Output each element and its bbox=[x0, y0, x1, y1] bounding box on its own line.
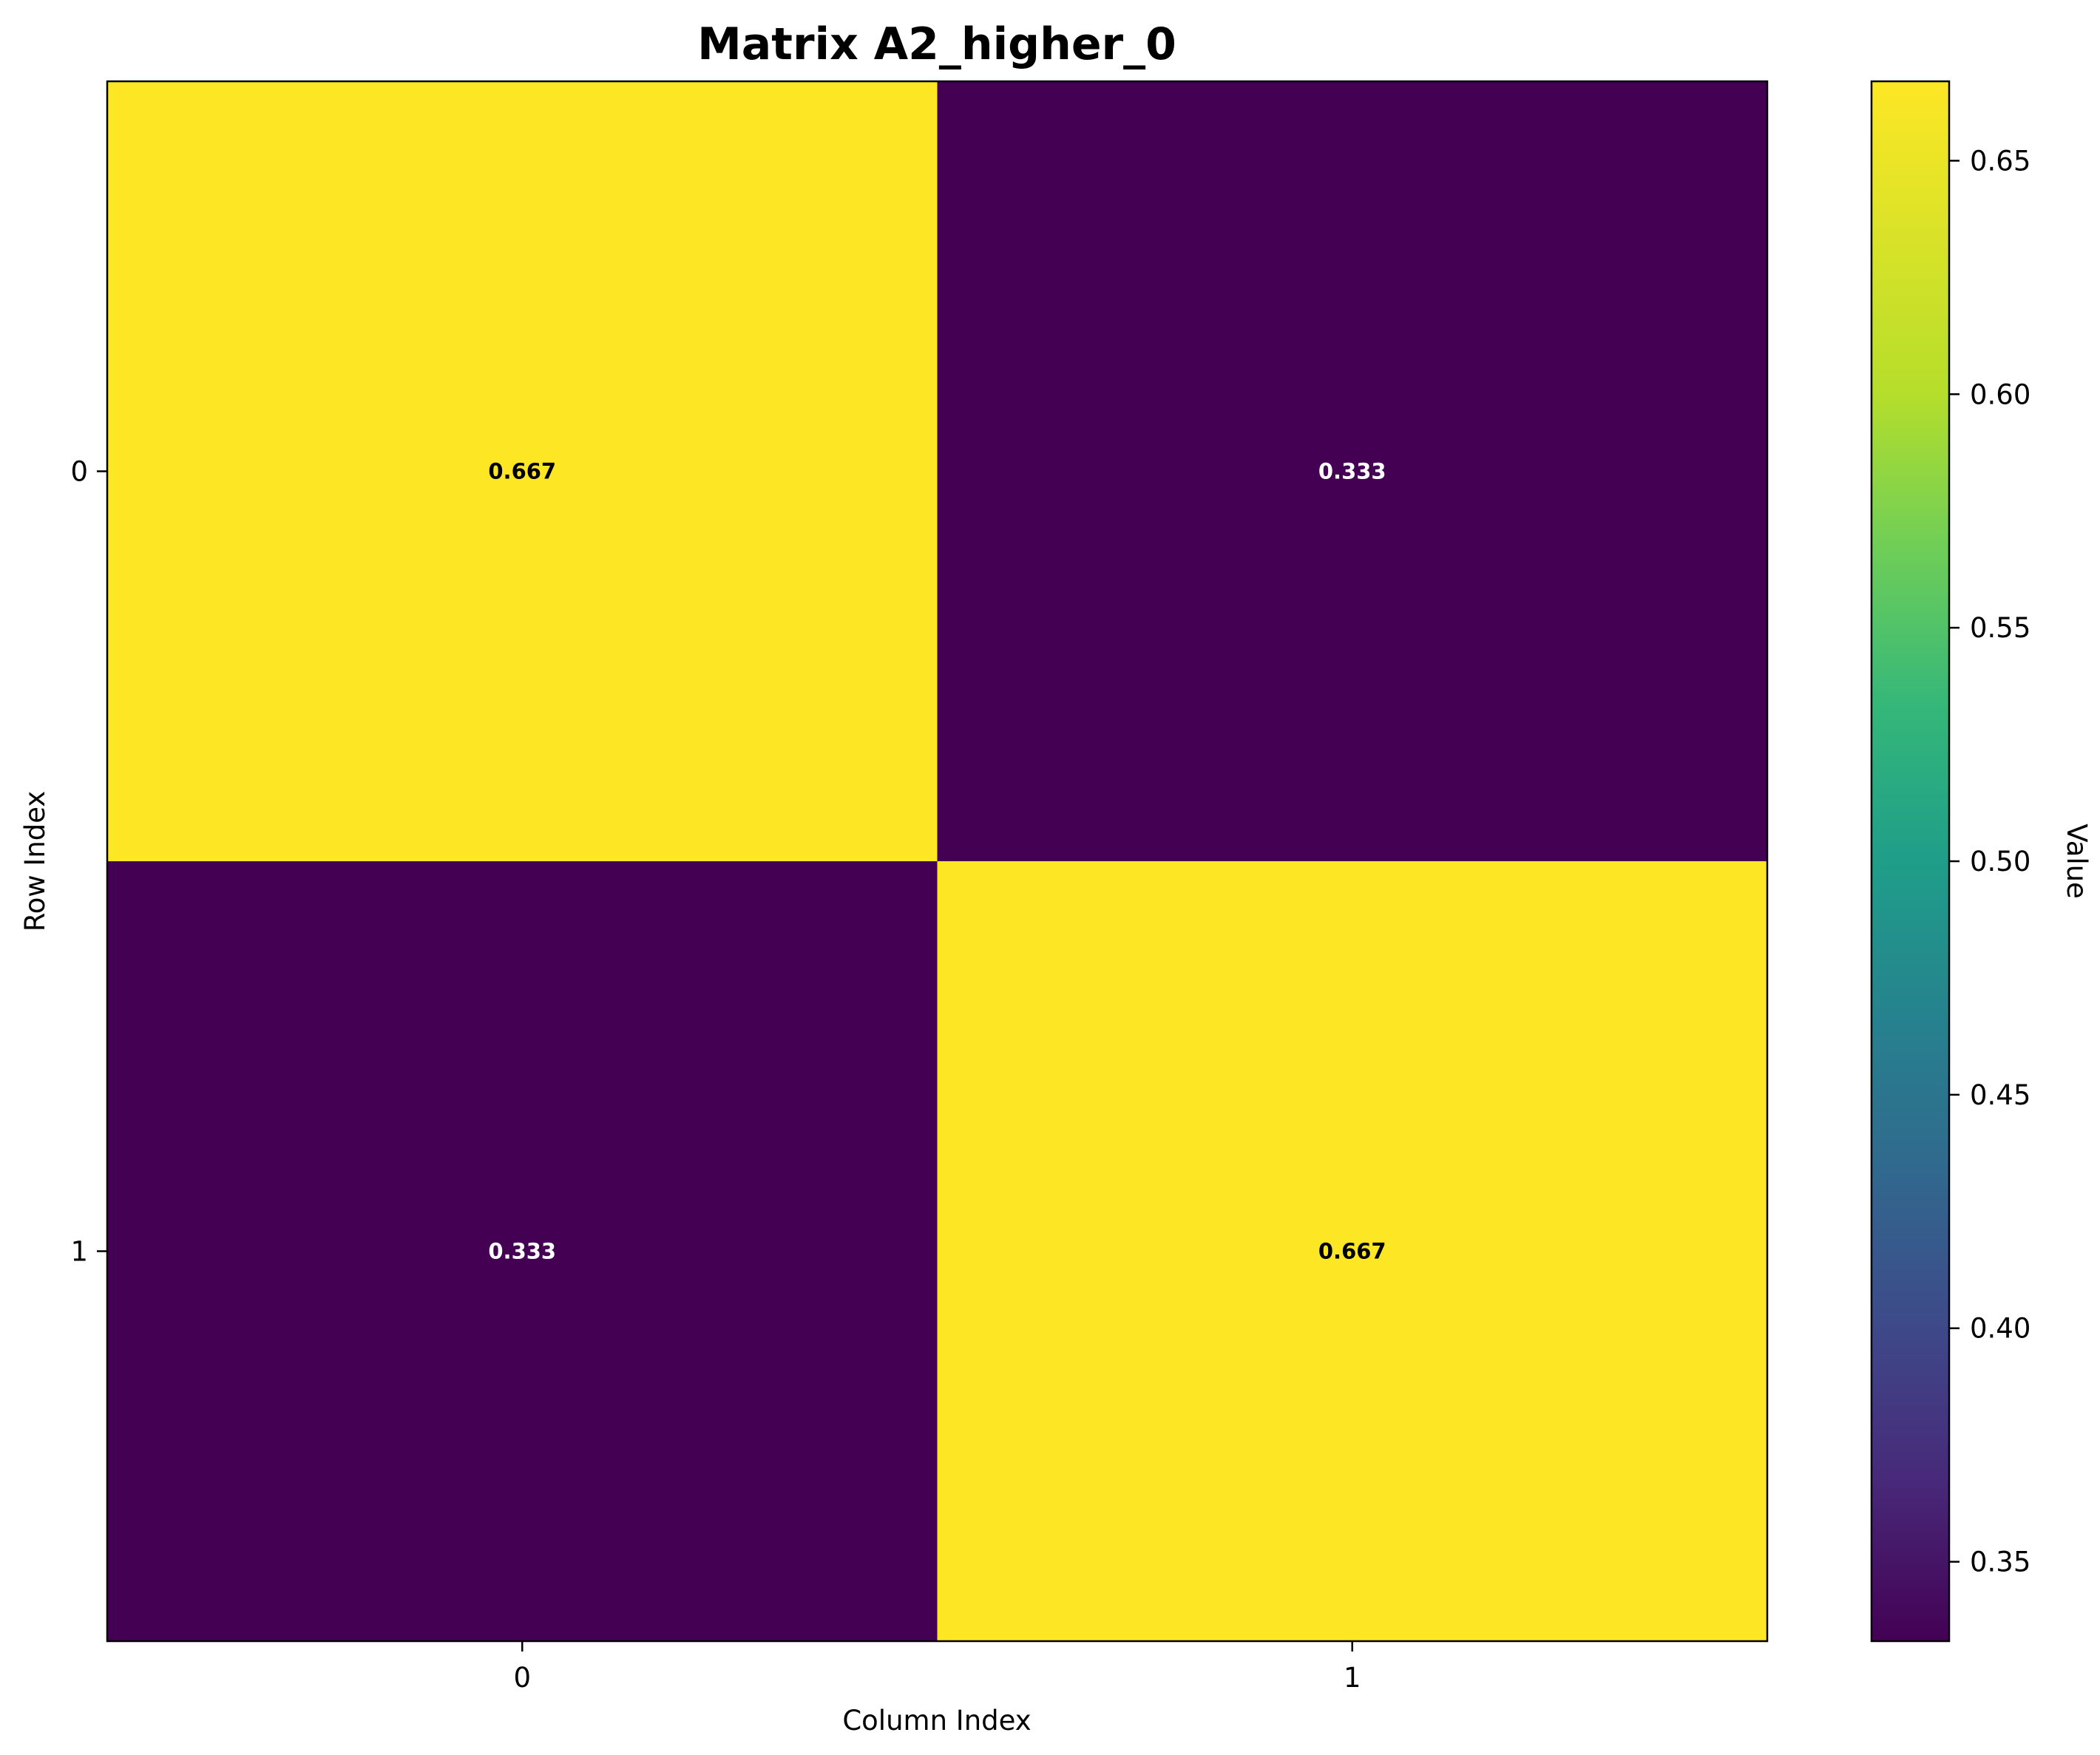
y-axis-ticks: 01 bbox=[70, 456, 107, 1268]
cell-value-label: 0.333 bbox=[488, 1239, 556, 1264]
heatmap-cells bbox=[107, 81, 1767, 1641]
heatmap-cell bbox=[107, 81, 938, 861]
plot-frame bbox=[106, 80, 1769, 1643]
colorbar-tick-label: 0.60 bbox=[1970, 379, 2030, 410]
y-tick-label: 0 bbox=[70, 456, 88, 488]
colorbar bbox=[1870, 80, 1951, 1643]
cell-value-label: 0.333 bbox=[1318, 459, 1386, 484]
heatmap-cell bbox=[937, 81, 1767, 861]
colorbar-tick-label: 0.35 bbox=[1970, 1547, 2030, 1578]
x-tick-label: 0 bbox=[513, 1662, 531, 1694]
colorbar-tick-label: 0.65 bbox=[1970, 145, 2030, 177]
x-axis-label: Column Index bbox=[842, 1705, 1031, 1737]
x-tick-label: 1 bbox=[1344, 1662, 1361, 1694]
y-tick-label: 1 bbox=[70, 1236, 88, 1268]
chart-title: Matrix A2_higher_0 bbox=[697, 18, 1176, 70]
heatmap-cell bbox=[107, 861, 938, 1641]
cell-value-label: 0.667 bbox=[488, 459, 556, 484]
colorbar-tick-label: 0.40 bbox=[1970, 1313, 2030, 1345]
colorbar-tick-label: 0.45 bbox=[1970, 1079, 2030, 1111]
colorbar-label: Value bbox=[2061, 824, 2093, 899]
heatmap-cell-labels: 0.667 0.333 0.333 0.667 bbox=[488, 459, 1386, 1264]
cell-value-label: 0.667 bbox=[1318, 1239, 1386, 1264]
colorbar-tick-label: 0.55 bbox=[1970, 612, 2030, 644]
y-axis-label: Row Index bbox=[19, 791, 51, 932]
heatmap-cell bbox=[937, 861, 1767, 1641]
colorbar-ticks: 0.35 0.40 0.45 0.50 0.55 0.60 0.65 bbox=[1949, 145, 2030, 1578]
colorbar-tick-label: 0.50 bbox=[1970, 846, 2030, 878]
